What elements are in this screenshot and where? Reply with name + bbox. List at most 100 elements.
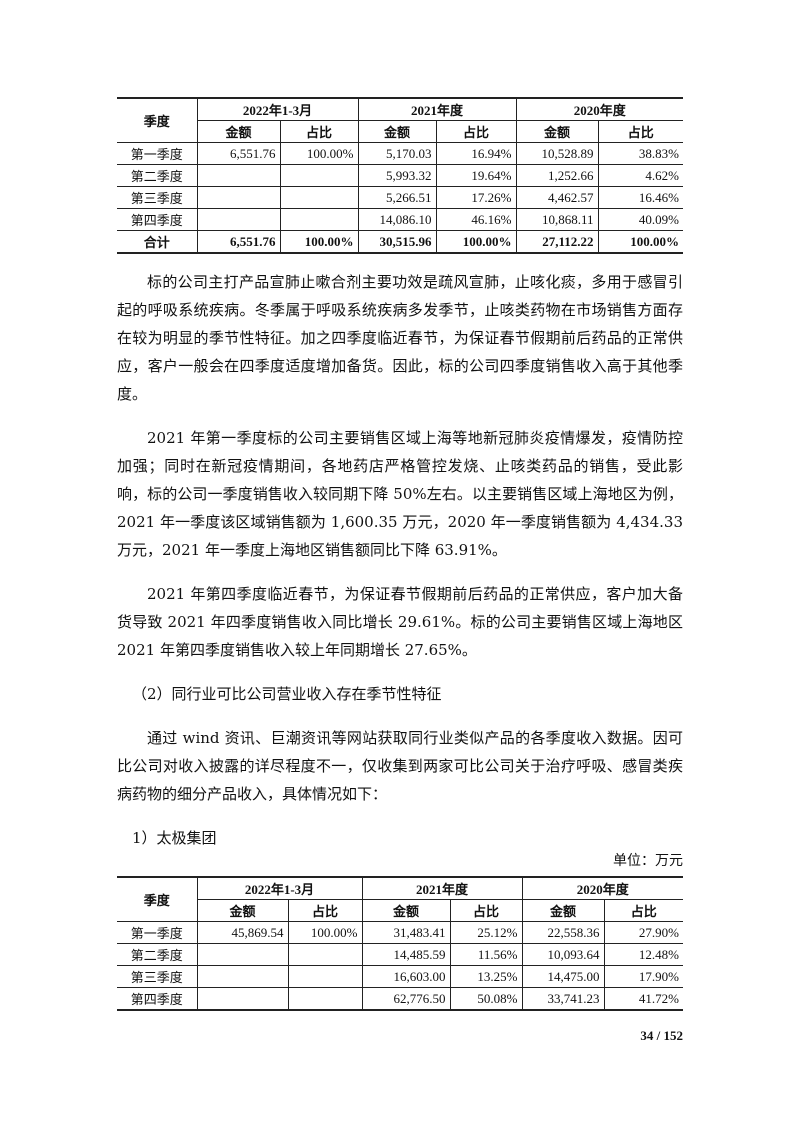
value-cell: 100.00% (597, 230, 683, 254)
header-amount: 金额 (515, 120, 599, 143)
value-cell: 14,086.10 (357, 208, 437, 231)
table-row: 第三季度 16,603.00 13.25% 14,475.00 17.90% (117, 965, 683, 988)
subheader-row: 金额 占比 金额 占比 金额 占比 (117, 120, 683, 143)
header-amount: 金额 (197, 899, 289, 922)
value-cell: 100.00% (287, 921, 363, 944)
header-quarter: 季度 (117, 876, 198, 922)
quarter-cell: 第二季度 (117, 943, 198, 966)
value-cell: 22,558.36 (521, 921, 605, 944)
quarter-cell: 合计 (117, 230, 198, 254)
value-cell (196, 208, 281, 231)
header-ratio: 占比 (287, 899, 363, 922)
value-cell: 5,266.51 (357, 186, 437, 209)
value-cell: 38.83% (597, 142, 683, 165)
table-row: 第一季度 6,551.76 100.00% 5,170.03 16.94% 10,528.… (117, 142, 683, 165)
value-cell: 30,515.96 (357, 230, 437, 254)
quarter-cell: 第四季度 (117, 987, 198, 1011)
quarter-cell: 第二季度 (117, 164, 198, 187)
value-cell: 25.12% (449, 921, 523, 944)
value-cell: 1,252.66 (515, 164, 599, 187)
header-period: 2020年度 (515, 97, 683, 121)
value-cell: 10,093.64 (521, 943, 605, 966)
header-row: 季度 2022年1-3月 2021年度 2020年度 (117, 97, 683, 143)
value-cell: 12.48% (603, 943, 683, 966)
taiji-group-quarterly-table: 季度 2022年1-3月 2021年度 2020年度 金额 占比 金额 占比 金额 占比 第一季度 4… (117, 876, 683, 1011)
value-cell (196, 965, 289, 988)
header-ratio: 占比 (435, 120, 517, 143)
value-cell: 46.16% (435, 208, 517, 231)
value-cell (196, 164, 281, 187)
quarterly-sales-table: 季度 2022年1-3月 2021年度 2020年度 金额 占比 金额 占比 金额 占比 第一季度 6… (117, 97, 683, 254)
paragraph: 2021 年第一季度标的公司主要销售区域上海等地新冠肺炎疫情爆发，疫情防控加强；… (117, 429, 683, 559)
value-cell (287, 987, 363, 1011)
page-number: 34 / 152 (640, 1028, 683, 1043)
value-cell: 45,869.54 (196, 921, 289, 944)
header-row: 季度 2022年1-3月 2021年度 2020年度 (117, 876, 683, 922)
header-period: 2022年1-3月 (196, 876, 363, 900)
header-amount: 金额 (357, 120, 437, 143)
value-cell: 14,485.59 (361, 943, 451, 966)
header-amount: 金额 (361, 899, 451, 922)
value-cell: 5,170.03 (357, 142, 437, 165)
value-cell (287, 965, 363, 988)
quarter-cell: 第一季度 (117, 921, 198, 944)
value-cell: 5,993.32 (357, 164, 437, 187)
table-row: 第四季度 14,086.10 46.16% 10,868.11 40.09% (117, 208, 683, 231)
header-amount: 金额 (521, 899, 605, 922)
value-cell: 31,483.41 (361, 921, 451, 944)
value-cell (196, 943, 289, 966)
value-cell: 19.64% (435, 164, 517, 187)
value-cell: 14,475.00 (521, 965, 605, 988)
value-cell (279, 186, 359, 209)
table-row: 第三季度 5,266.51 17.26% 4,462.57 16.46% (117, 186, 683, 209)
value-cell: 11.56% (449, 943, 523, 966)
value-cell: 27.90% (603, 921, 683, 944)
value-cell: 16.94% (435, 142, 517, 165)
section-heading: （2）同行业可比公司营业收入存在季节性特征 (132, 685, 442, 703)
value-cell (279, 208, 359, 231)
paragraph: 通过 wind 资讯、巨潮资讯等网站获取同行业类似产品的各季度收入数据。因可比公… (117, 729, 683, 803)
value-cell (196, 186, 281, 209)
total-row: 合计 6,551.76 100.00% 30,515.96 100.00% 27,112.… (117, 230, 683, 254)
table-row: 第二季度 14,485.59 11.56% 10,093.64 12.48% (117, 943, 683, 966)
value-cell: 40.09% (597, 208, 683, 231)
value-cell: 17.26% (435, 186, 517, 209)
paragraph: 标的公司主打产品宣肺止嗽合剂主要功效是疏风宣肺，止咳化痰，多用于感冒引起的呼吸系… (117, 273, 683, 403)
table-row: 第四季度 62,776.50 50.08% 33,741.23 41.72% (117, 987, 683, 1011)
header-ratio: 占比 (597, 120, 683, 143)
table-row: 第二季度 5,993.32 19.64% 1,252.66 4.62% (117, 164, 683, 187)
value-cell: 41.72% (603, 987, 683, 1011)
subsection-heading: 1）太极集团 (132, 829, 217, 847)
header-period: 2021年度 (361, 876, 523, 900)
value-cell: 100.00% (435, 230, 517, 254)
value-cell: 4.62% (597, 164, 683, 187)
value-cell: 27,112.22 (515, 230, 599, 254)
header-ratio: 占比 (279, 120, 359, 143)
value-cell: 6,551.76 (196, 230, 281, 254)
quarter-cell: 第四季度 (117, 208, 198, 231)
header-amount: 金额 (197, 120, 281, 143)
value-cell: 62,776.50 (361, 987, 451, 1011)
header-ratio: 占比 (449, 899, 523, 922)
quarter-cell: 第三季度 (117, 965, 198, 988)
header-quarter: 季度 (117, 97, 198, 143)
header-period: 2022年1-3月 (196, 97, 359, 121)
value-cell (287, 943, 363, 966)
value-cell: 100.00% (279, 142, 359, 165)
value-cell: 4,462.57 (515, 186, 599, 209)
quarter-cell: 第一季度 (117, 142, 198, 165)
body-text: 标的公司主打产品宣肺止嗽合剂主要功效是疏风宣肺，止咳化痰，多用于感冒引起的呼吸系… (117, 268, 683, 868)
value-cell: 16.46% (597, 186, 683, 209)
value-cell: 6,551.76 (196, 142, 281, 165)
value-cell (279, 164, 359, 187)
value-cell: 33,741.23 (521, 987, 605, 1011)
value-cell: 13.25% (449, 965, 523, 988)
value-cell (196, 987, 289, 1011)
value-cell: 16,603.00 (361, 965, 451, 988)
header-period: 2020年度 (521, 876, 683, 900)
quarter-cell: 第三季度 (117, 186, 198, 209)
value-cell: 10,528.89 (515, 142, 599, 165)
value-cell: 17.90% (603, 965, 683, 988)
value-cell: 100.00% (279, 230, 359, 254)
